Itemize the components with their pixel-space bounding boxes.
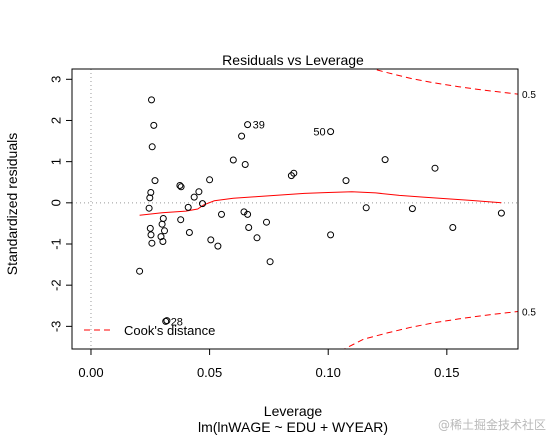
y-axis-label: Standardized residuals: [4, 133, 20, 275]
cooks-distance-upper-curve: [371, 69, 518, 95]
smooth-line: [139, 191, 502, 216]
labeled-data-point: [327, 128, 335, 136]
data-point: [218, 210, 225, 218]
data-point: [176, 182, 184, 189]
data-point: [214, 242, 222, 250]
legend-label: Cook's distance: [124, 323, 215, 338]
data-point: [497, 209, 505, 217]
x-tick-label: 0.00: [78, 365, 103, 380]
point-label: 28: [171, 316, 183, 328]
data-point: [266, 258, 274, 266]
data-point: [287, 172, 295, 180]
data-point: [238, 132, 246, 140]
y-tick-label: 0: [49, 199, 64, 206]
data-point: [148, 143, 156, 151]
data-point: [159, 215, 167, 222]
x-axis-label: Leverage: [264, 403, 323, 419]
plot-frame: [71, 68, 519, 350]
cooks-level-label-lower: 0.5: [522, 308, 536, 319]
cooks-level-label-upper: 0.5: [522, 90, 536, 101]
data-point: [177, 183, 185, 191]
data-point: [449, 224, 457, 231]
data-point: [146, 224, 154, 232]
data-point: [145, 204, 153, 212]
data-point: [147, 189, 155, 196]
watermark: @稀土掘金技术社区: [437, 418, 546, 432]
y-tick-label: -1: [49, 238, 64, 250]
labeled-data-point: [162, 317, 170, 325]
x-tick-label: 0.15: [434, 365, 459, 380]
data-point: [342, 177, 350, 185]
chart-title: Residuals vs Leverage: [222, 52, 364, 68]
y-tick-label: -3: [49, 321, 64, 333]
data-point: [148, 96, 155, 104]
data-point: [381, 156, 389, 164]
point-label: 39: [253, 120, 265, 132]
data-point: [206, 176, 214, 184]
data-point: [177, 216, 185, 224]
data-point: [327, 231, 335, 239]
data-point: [158, 220, 166, 228]
data-point: [431, 164, 439, 172]
data-point: [244, 210, 252, 218]
data-point: [245, 224, 253, 231]
data-point: [241, 161, 249, 168]
data-point: [408, 205, 416, 213]
data-point: [229, 156, 237, 164]
data-point: [147, 231, 155, 239]
x-tick-label: 0.10: [316, 365, 341, 380]
data-point: [148, 239, 156, 247]
data-point: [161, 227, 168, 235]
labeled-data-point: [244, 121, 252, 129]
data-point: [207, 236, 215, 244]
x-tick-label: 0.05: [197, 365, 222, 380]
plot-area: 39 50 28: [72, 69, 518, 349]
data-point: [136, 267, 144, 275]
data-point: [150, 121, 158, 129]
chart-subtitle: lm(lnWAGE ~ EDU + WYEAR): [198, 419, 388, 435]
data-point: [159, 238, 167, 245]
data-point: [362, 204, 370, 212]
point-label: 50: [313, 127, 325, 139]
data-point: [263, 218, 270, 226]
data-point: [163, 317, 171, 325]
y-tick-label: 3: [49, 76, 64, 83]
data-point: [185, 229, 193, 236]
y-tick-label: 1: [49, 158, 64, 165]
y-tick-label: 2: [49, 117, 64, 124]
data-point: [195, 188, 203, 196]
data-point: [253, 234, 261, 242]
data-point: [190, 193, 198, 201]
data-point: [290, 169, 298, 177]
data-point: [184, 203, 192, 211]
y-tick-label: -2: [49, 279, 64, 291]
data-point: [151, 177, 159, 185]
cooks-distance-lower-curve: [343, 311, 518, 349]
data-point: [199, 200, 206, 208]
